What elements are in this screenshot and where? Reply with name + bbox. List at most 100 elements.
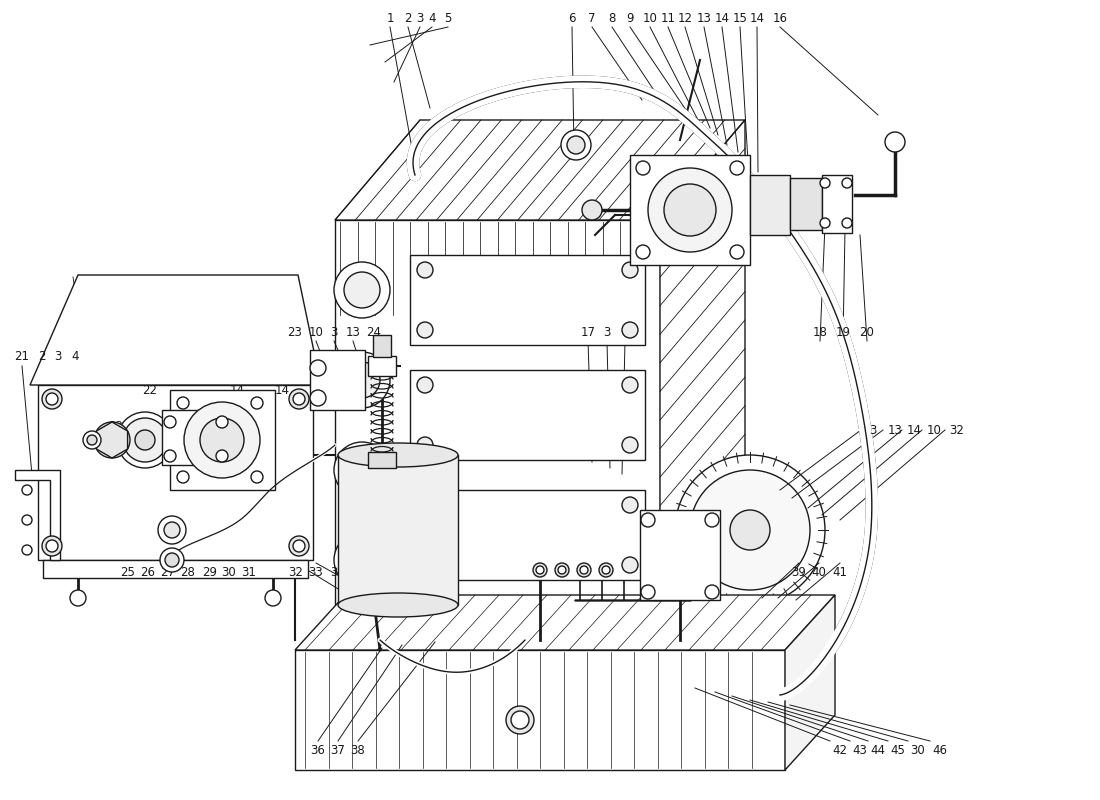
Circle shape [417, 322, 433, 338]
Text: 37: 37 [331, 743, 345, 757]
Bar [170, 390, 275, 490]
Text: 14: 14 [275, 383, 289, 397]
Circle shape [648, 168, 732, 252]
Text: 30: 30 [221, 566, 236, 578]
Circle shape [123, 418, 167, 462]
Text: 7: 7 [588, 11, 596, 25]
Circle shape [820, 178, 830, 188]
Bar [410, 255, 645, 345]
Circle shape [512, 711, 529, 729]
Circle shape [621, 377, 638, 393]
Circle shape [334, 262, 390, 318]
Circle shape [621, 557, 638, 573]
Text: 32: 32 [949, 423, 965, 437]
Circle shape [289, 389, 309, 409]
Circle shape [164, 416, 176, 428]
Circle shape [42, 389, 62, 409]
Text: 13: 13 [345, 326, 361, 338]
Circle shape [600, 563, 613, 577]
Bar [822, 175, 853, 233]
Circle shape [216, 416, 228, 428]
Text: 2: 2 [405, 11, 411, 25]
Ellipse shape [338, 443, 458, 467]
Circle shape [293, 540, 305, 552]
Circle shape [641, 513, 654, 527]
Text: 12: 12 [678, 11, 693, 25]
Circle shape [558, 566, 566, 574]
Bar [310, 350, 365, 410]
Circle shape [117, 412, 173, 468]
Text: 28: 28 [180, 566, 196, 578]
Text: 36: 36 [310, 743, 326, 757]
Polygon shape [785, 595, 835, 770]
Circle shape [87, 435, 97, 445]
Circle shape [22, 515, 32, 525]
Polygon shape [30, 275, 321, 385]
Polygon shape [15, 470, 60, 560]
Circle shape [561, 130, 591, 160]
Text: 19: 19 [836, 326, 850, 338]
Circle shape [636, 161, 650, 175]
Circle shape [621, 262, 638, 278]
Circle shape [417, 497, 433, 513]
Ellipse shape [338, 593, 458, 617]
Circle shape [160, 548, 184, 572]
Text: 26: 26 [141, 566, 155, 578]
Text: 31: 31 [242, 566, 256, 578]
Text: 14: 14 [230, 383, 244, 397]
Text: 6: 6 [569, 11, 575, 25]
Circle shape [344, 362, 380, 398]
Circle shape [265, 590, 280, 606]
Text: 2: 2 [39, 350, 46, 363]
Text: 3: 3 [416, 11, 424, 25]
Circle shape [177, 471, 189, 483]
Circle shape [705, 513, 719, 527]
Circle shape [730, 245, 744, 259]
Circle shape [164, 522, 180, 538]
Circle shape [101, 429, 123, 451]
Text: 3: 3 [603, 326, 611, 338]
Circle shape [344, 542, 380, 578]
Text: 4: 4 [72, 350, 79, 363]
Circle shape [164, 450, 176, 462]
Circle shape [578, 563, 591, 577]
Circle shape [506, 706, 534, 734]
Text: 45: 45 [891, 743, 905, 757]
Circle shape [158, 516, 186, 544]
Circle shape [730, 161, 744, 175]
Polygon shape [660, 120, 745, 620]
Text: 15: 15 [733, 11, 747, 25]
Circle shape [636, 245, 650, 259]
Bar [410, 370, 645, 460]
Circle shape [417, 262, 433, 278]
Text: 43: 43 [852, 743, 868, 757]
Circle shape [200, 418, 244, 462]
Text: 33: 33 [309, 566, 323, 578]
Circle shape [251, 397, 263, 409]
Circle shape [621, 497, 638, 513]
Circle shape [184, 402, 260, 478]
Text: 42: 42 [833, 743, 847, 757]
Circle shape [664, 184, 716, 236]
Text: 10: 10 [642, 11, 658, 25]
Text: 4: 4 [428, 11, 436, 25]
Text: 34: 34 [331, 566, 345, 578]
Circle shape [334, 352, 390, 408]
Circle shape [177, 397, 189, 409]
Text: 40: 40 [812, 566, 826, 578]
Text: 14: 14 [749, 11, 764, 25]
Circle shape [417, 437, 433, 453]
Text: 1: 1 [386, 11, 394, 25]
Circle shape [344, 272, 380, 308]
Bar [162, 410, 230, 465]
Polygon shape [336, 120, 745, 220]
Bar [368, 452, 396, 468]
Polygon shape [295, 650, 785, 770]
Text: 30: 30 [911, 743, 925, 757]
Bar [373, 335, 390, 357]
Text: 13: 13 [888, 423, 902, 437]
Circle shape [675, 455, 825, 605]
Circle shape [70, 590, 86, 606]
Text: 3: 3 [869, 423, 877, 437]
Text: eurosparts: eurosparts [560, 517, 801, 603]
